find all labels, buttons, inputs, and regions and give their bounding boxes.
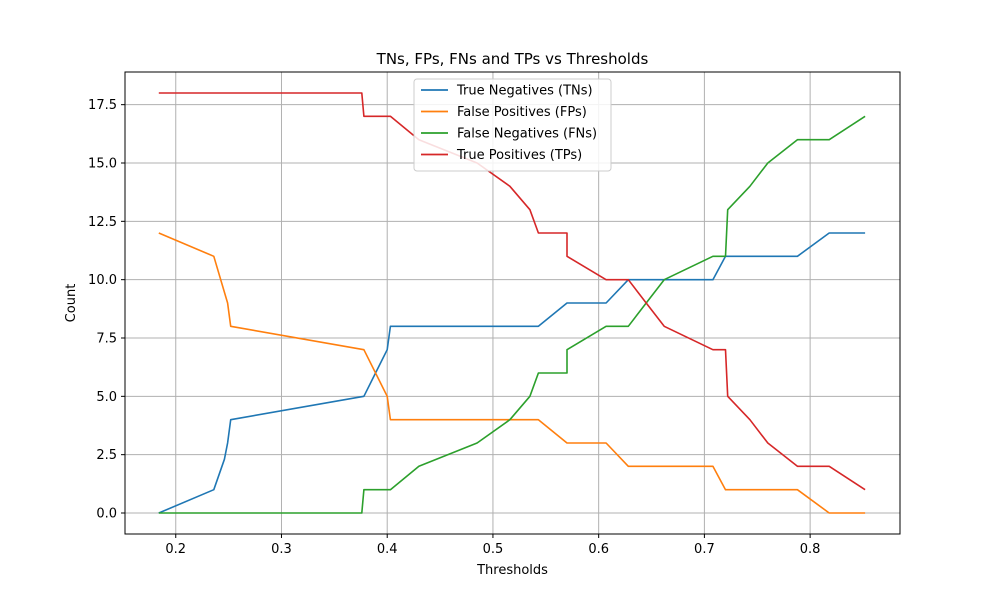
- x-tick-label: 0.7: [694, 542, 715, 557]
- legend: True Negatives (TNs) False Positives (FPs…: [413, 78, 612, 172]
- series-line: [158, 232, 866, 514]
- plot-frame: [124, 71, 901, 535]
- x-tick-label: 0.2: [165, 542, 186, 557]
- chart-title: TNs, FPs, FNs and TPs vs Thresholds: [376, 50, 649, 68]
- y-tick-label: 7.5: [96, 332, 117, 347]
- x-tick-label: 0.8: [800, 542, 821, 557]
- series-line: [158, 232, 866, 514]
- legend-box: [413, 78, 612, 172]
- series-line: [158, 115, 866, 514]
- y-tick-label: 17.5: [88, 98, 117, 113]
- x-axis: 0.2 0.3 0.4 0.5 0.6 0.7 0.8: [165, 534, 820, 557]
- y-tick-label: 5.0: [96, 390, 117, 405]
- legend-label: True Negatives (TNs): [456, 84, 593, 99]
- y-axis-label: Count: [64, 284, 79, 323]
- x-tick-label: 0.5: [483, 542, 504, 557]
- y-axis: 0.0 2.5 5.0 7.5 10.0 12.5 15.0 17.5: [88, 98, 125, 522]
- x-tick-label: 0.3: [271, 542, 292, 557]
- y-tick-label: 0.0: [96, 507, 117, 522]
- series-line: [158, 92, 866, 491]
- x-axis-label: Thresholds: [476, 563, 548, 578]
- legend-label: False Positives (FPs): [457, 105, 587, 120]
- y-tick-label: 10.0: [88, 273, 117, 288]
- x-tick-label: 0.6: [588, 542, 609, 557]
- series-layer: [158, 92, 866, 514]
- y-tick-label: 2.5: [96, 448, 117, 463]
- y-tick-label: 12.5: [88, 215, 117, 230]
- legend-label: True Positives (TPs): [456, 148, 582, 163]
- x-tick-label: 0.4: [377, 542, 398, 557]
- y-tick-label: 15.0: [88, 157, 117, 172]
- legend-label: False Negatives (FNs): [457, 127, 597, 142]
